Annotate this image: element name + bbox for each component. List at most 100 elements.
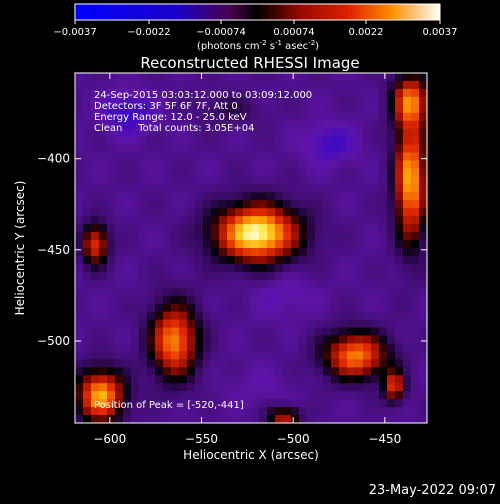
heatmap-cell	[147, 351, 156, 360]
heatmap-cell	[235, 367, 244, 376]
heatmap-cell	[187, 136, 196, 146]
heatmap-cell	[315, 216, 324, 225]
heatmap-cell	[227, 279, 236, 289]
heatmap-cell	[243, 168, 252, 177]
heatmap-cell	[315, 271, 324, 281]
heatmap-cell	[163, 303, 172, 313]
heatmap-cell	[91, 200, 100, 209]
plot-frame	[74, 72, 428, 424]
colorbar: −0.0037 −0.0022 −0.00074 0.00074 0.0022 0.003…	[53, 3, 458, 52]
heatmap-cell	[83, 192, 92, 201]
heatmap-cell	[299, 168, 308, 177]
heatmap-cell	[123, 120, 132, 130]
heatmap-cell	[371, 295, 380, 305]
heatmap-cell	[99, 367, 108, 376]
heatmap-cell	[155, 351, 164, 360]
heatmap-cell	[219, 144, 228, 154]
heatmap-cell	[267, 240, 276, 249]
heatmap-cell	[171, 399, 180, 408]
heatmap-cell	[131, 248, 140, 257]
heatmap-cell	[243, 200, 252, 209]
heatmap-cell	[219, 391, 228, 400]
heatmap-cell	[403, 248, 412, 257]
heatmap-cell	[123, 80, 132, 90]
heatmap-cell	[267, 208, 276, 217]
heatmap-cell	[419, 415, 428, 424]
heatmap-cell	[379, 240, 388, 249]
heatmap-cell	[379, 176, 388, 185]
heatmap-cell	[355, 248, 364, 257]
heatmap-cell	[83, 104, 92, 114]
heatmap-cell	[203, 327, 212, 337]
heatmap-cell	[219, 407, 228, 416]
heatmap-cell	[419, 359, 428, 368]
heatmap-cell	[395, 112, 404, 122]
heatmap-cell	[123, 327, 132, 337]
heatmap-cell	[387, 255, 396, 265]
heatmap-cell	[307, 184, 316, 193]
heatmap-cell	[75, 407, 84, 416]
heatmap-cell	[203, 351, 212, 360]
heatmap-cell	[403, 287, 412, 297]
heatmap-cell	[115, 367, 124, 376]
heatmap-cell	[395, 319, 404, 329]
heatmap-cell	[83, 343, 92, 352]
heatmap-cell	[379, 200, 388, 209]
heatmap-cell	[227, 399, 236, 408]
heatmap-cell	[339, 112, 348, 122]
heatmap-cell	[115, 248, 124, 257]
heatmap-cell	[379, 152, 388, 162]
heatmap-cell	[83, 208, 92, 217]
heatmap-cell	[419, 303, 428, 313]
heatmap-cell	[387, 88, 396, 98]
heatmap-cell	[211, 88, 220, 98]
heatmap-cell	[331, 303, 340, 313]
heatmap-cell	[235, 120, 244, 130]
heatmap-cell	[331, 120, 340, 130]
heatmap-cell	[355, 73, 364, 82]
heatmap-cell	[283, 136, 292, 146]
heatmap-cell	[411, 160, 420, 170]
heatmap-cell	[131, 335, 140, 345]
heatmap-cell	[195, 96, 204, 106]
heatmap-cell	[371, 399, 380, 408]
heatmap-cell	[299, 112, 308, 122]
heatmap-cell	[75, 343, 84, 352]
heatmap-cell	[387, 200, 396, 209]
heatmap-cell	[195, 335, 204, 345]
heatmap-cell	[267, 287, 276, 297]
heatmap-cell	[355, 112, 364, 122]
heatmap-cell	[115, 88, 124, 98]
heatmap-cell	[91, 192, 100, 201]
heatmap-cell	[275, 96, 284, 106]
heatmap-cell	[323, 391, 332, 400]
heatmap-cell	[355, 152, 364, 162]
heatmap-cell	[315, 80, 324, 90]
heatmap-cell	[83, 96, 92, 106]
heatmap-cell	[363, 287, 372, 297]
heatmap-cell	[395, 216, 404, 225]
heatmap-cell	[155, 375, 164, 384]
heatmap-cell	[171, 120, 180, 130]
heatmap-cell	[235, 351, 244, 360]
heatmap-cell	[267, 279, 276, 289]
heatmap-cell	[107, 168, 116, 177]
heatmap-cell	[203, 240, 212, 249]
heatmap-cell	[283, 391, 292, 400]
heatmap-cell	[363, 343, 372, 352]
heatmap-cell	[211, 112, 220, 122]
heatmap-cell	[219, 216, 228, 225]
heatmap-cell	[163, 263, 172, 273]
heatmap-cell	[243, 303, 252, 313]
heatmap-cell	[387, 375, 396, 384]
heatmap-cell	[99, 248, 108, 257]
heatmap-cell	[131, 319, 140, 329]
heatmap-cell	[179, 351, 188, 360]
heatmap-cell	[131, 208, 140, 217]
heatmap-cell	[179, 415, 188, 424]
heatmap-cell	[235, 144, 244, 154]
heatmap-cell	[411, 359, 420, 368]
heatmap-cell	[299, 232, 308, 241]
heatmap-cell	[179, 295, 188, 305]
heatmap-cell	[163, 208, 172, 217]
